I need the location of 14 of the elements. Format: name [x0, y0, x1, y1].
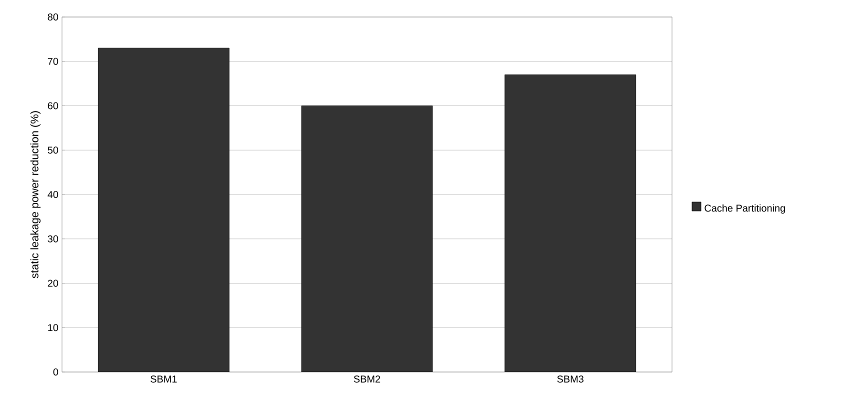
text: Cache Partitioning: [704, 204, 785, 214]
y-tick-label: 0: [53, 368, 58, 376]
y-tick-label: 40: [48, 190, 58, 198]
y-tick-label: 70: [48, 58, 58, 65]
y-tick-label: 60: [48, 102, 58, 110]
y-tick-label: 50: [48, 146, 58, 154]
y-tick-label: 30: [48, 235, 58, 242]
x-tick-label: SBM3: [557, 376, 584, 383]
x-tick-label: SBM1: [150, 376, 177, 383]
y-axis-title: static leakage power reduction (%): [30, 111, 41, 278]
x-tick-label: SBM2: [354, 376, 380, 383]
y-tick-label: 80: [48, 13, 58, 21]
y-tick-label: 20: [48, 280, 58, 287]
y-tick-label: 10: [48, 324, 58, 332]
